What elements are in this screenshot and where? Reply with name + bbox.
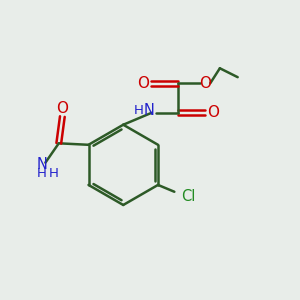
Text: N: N (144, 103, 154, 118)
Text: O: O (56, 101, 68, 116)
Text: Cl: Cl (182, 189, 196, 204)
Text: H: H (49, 167, 59, 180)
Text: O: O (199, 76, 211, 91)
Text: N: N (36, 157, 47, 172)
Text: H: H (134, 104, 144, 117)
Text: O: O (137, 76, 149, 91)
Text: O: O (207, 105, 219, 120)
Text: H: H (37, 167, 47, 180)
